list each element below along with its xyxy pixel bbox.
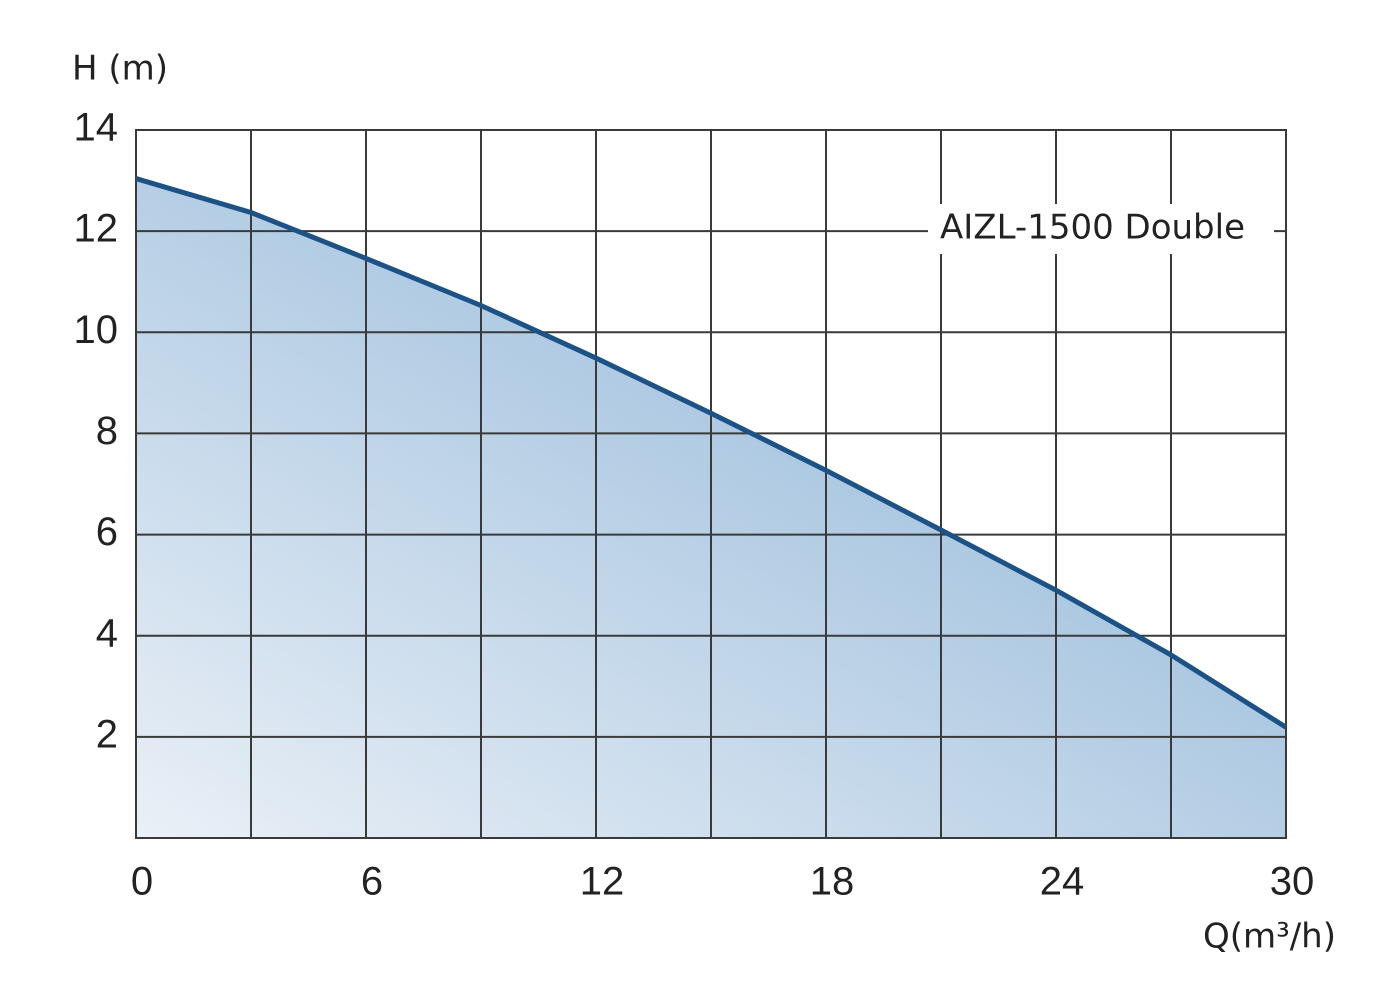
x-tick-label: 30 — [1270, 860, 1315, 904]
x-tick-label: 12 — [580, 860, 625, 904]
plot-border — [135, 129, 1287, 839]
y-tick-label: 12 — [74, 207, 119, 251]
y-tick-label: 2 — [96, 712, 118, 756]
y-tick-label: 6 — [96, 510, 118, 554]
x-tick-label: 6 — [361, 860, 383, 904]
annotation-bg — [928, 204, 1274, 254]
annotation: AIZL-1500 Double — [940, 208, 1245, 248]
y-tick-label: 8 — [96, 409, 118, 453]
x-tick-label: 18 — [810, 860, 855, 904]
curve — [135, 176, 1288, 730]
y-tick-label: 10 — [74, 308, 119, 352]
y-axis-label: H (m) — [72, 49, 168, 89]
x-tick-label: 24 — [1040, 860, 1085, 904]
y-tick-label: 4 — [96, 611, 118, 655]
x-tick-label: 0 — [131, 860, 153, 904]
x-axis-label: Q(m³/h) — [1203, 917, 1336, 957]
plot-area — [135, 129, 1287, 839]
y-tick-label: 14 — [74, 106, 119, 150]
